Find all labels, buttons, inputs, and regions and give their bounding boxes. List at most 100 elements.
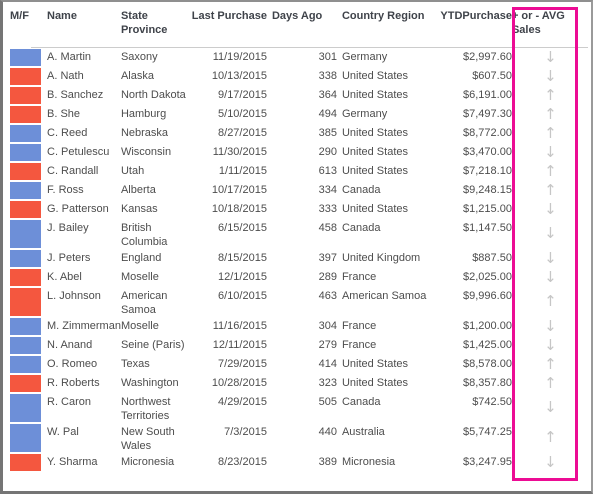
last-purchase-cell: 5/10/2015 [218, 108, 267, 120]
table-row[interactable]: K. Abel Moselle 12/1/2015 289 France $2,025.0… [7, 268, 589, 287]
ytd-purchase-cell: $9,248.15 [463, 184, 512, 196]
avg-sales-cell: ↑ [512, 181, 589, 200]
red-gender-bar [10, 68, 41, 85]
trend-down-arrow-icon: ↓ [544, 248, 557, 267]
avg-sales-cell: ↓ [512, 336, 589, 355]
col-header-country-region[interactable]: Country Region [341, 10, 425, 22]
mf-cell [7, 355, 47, 374]
table-body: A. Martin Saxony 11/19/2015 301 Germany $2,99… [7, 48, 589, 472]
avg-sales-cell: ↓ [512, 143, 589, 162]
blue-gender-bar [10, 337, 41, 354]
table-row[interactable]: L. Johnson American Samoa 6/10/2015 463 Amer… [7, 287, 589, 317]
header-divider [31, 47, 588, 48]
trend-down-arrow-icon: ↓ [544, 452, 557, 471]
last-purchase-cell: 12/1/2015 [218, 271, 267, 283]
country-region-cell: Canada [341, 222, 381, 234]
table-row[interactable]: A. Nath Alaska 10/13/2015 338 United States $… [7, 67, 589, 86]
data-table: M/F Name State Province Last Purchase Da… [7, 2, 589, 472]
col-header-ytd-purchase[interactable]: YTDPurchase [440, 10, 512, 22]
col-header-mf[interactable]: M/F [10, 10, 29, 22]
ytd-purchase-cell: $9,996.60 [463, 290, 512, 302]
red-gender-bar [10, 375, 41, 392]
trend-down-arrow-icon: ↓ [544, 142, 557, 161]
table-row[interactable]: R. Roberts Washington 10/28/2015 323 United … [7, 374, 589, 393]
table-row[interactable]: C. Reed Nebraska 8/27/2015 385 United States… [7, 124, 589, 143]
avg-sales-cell: ↓ [512, 48, 589, 67]
country-region-cell: United States [341, 89, 408, 101]
trend-up-arrow-icon: ↑ [544, 354, 557, 373]
trend-down-arrow-icon: ↓ [544, 267, 557, 286]
red-gender-bar [10, 288, 41, 316]
mf-cell [7, 268, 47, 287]
country-region-cell: American Samoa [341, 290, 427, 302]
avg-sales-cell: ↓ [512, 317, 589, 336]
days-ago-cell: 289 [318, 271, 337, 283]
last-purchase-cell: 8/15/2015 [218, 252, 267, 264]
table-row[interactable]: N. Anand Seine (Paris) 12/11/2015 279 France… [7, 336, 589, 355]
table-row[interactable]: A. Martin Saxony 11/19/2015 301 Germany $2,99… [7, 48, 589, 67]
red-gender-bar [10, 454, 41, 471]
country-region-cell: Germany [341, 108, 388, 120]
table-row[interactable]: B. Sanchez North Dakota 9/17/2015 364 United… [7, 86, 589, 105]
col-header-name[interactable]: Name [47, 10, 77, 22]
days-ago-cell: 364 [318, 89, 337, 101]
header-row: M/F Name State Province Last Purchase Da… [7, 2, 589, 48]
trend-down-arrow-icon: ↓ [544, 47, 557, 66]
last-purchase-cell: 1/11/2015 [218, 165, 267, 177]
avg-sales-cell: ↑ [512, 374, 589, 393]
ytd-purchase-cell: $1,200.00 [463, 320, 512, 332]
col-header-days-ago[interactable]: Days Ago [271, 10, 323, 22]
avg-sales-cell: ↓ [512, 67, 589, 86]
avg-sales-cell: ↑ [512, 124, 589, 143]
trend-up-arrow-icon: ↑ [544, 123, 557, 142]
days-ago-cell: 333 [318, 203, 337, 215]
trend-down-arrow-icon: ↓ [544, 224, 557, 242]
ytd-purchase-cell: $2,025.00 [463, 271, 512, 283]
country-region-cell: France [341, 320, 377, 332]
days-ago-cell: 414 [318, 358, 337, 370]
ytd-purchase-cell: $3,470.00 [463, 146, 512, 158]
trend-up-arrow-icon: ↑ [544, 180, 557, 199]
state-province-cell: Alaska [120, 70, 154, 82]
table-row[interactable]: W. Pal New South Wales 7/3/2015 440 Australi… [7, 423, 589, 453]
state-province-cell: Northwest Territories [120, 396, 171, 422]
days-ago-cell: 279 [318, 339, 337, 351]
table-row[interactable]: J. Bailey British Columbia 6/15/2015 458 Can… [7, 219, 589, 249]
table-row[interactable]: M. Zimmerman Moselle 11/16/2015 304 France $1… [7, 317, 589, 336]
ytd-purchase-cell: $7,218.10 [463, 165, 512, 177]
col-header-avg-sales[interactable]: + or - AVG Sales [511, 10, 565, 36]
blue-gender-bar [10, 144, 41, 161]
blue-gender-bar [10, 394, 41, 422]
days-ago-cell: 385 [318, 127, 337, 139]
table-row[interactable]: G. Patterson Kansas 10/18/2015 333 United St… [7, 200, 589, 219]
col-header-last-purchase[interactable]: Last Purchase [191, 10, 267, 22]
table-row[interactable]: Y. Sharma Micronesia 8/23/2015 389 Micronesi… [7, 453, 589, 472]
country-region-cell: United States [341, 146, 408, 158]
table-row[interactable]: O. Romeo Texas 7/29/2015 414 United States $8… [7, 355, 589, 374]
ytd-purchase-cell: $8,357.80 [463, 377, 512, 389]
name-cell: B. Sanchez [47, 89, 104, 101]
mf-cell [7, 86, 47, 105]
blue-gender-bar [10, 182, 41, 199]
avg-sales-cell: ↑ [512, 287, 589, 317]
days-ago-cell: 290 [318, 146, 337, 158]
col-header-state-province[interactable]: State Province [120, 10, 168, 36]
table-row[interactable]: C. Petulescu Wisconsin 11/30/2015 290 United… [7, 143, 589, 162]
last-purchase-cell: 11/19/2015 [212, 51, 267, 63]
blue-gender-bar [10, 424, 41, 452]
table-row[interactable]: J. Peters England 8/15/2015 397 United Kingd… [7, 249, 589, 268]
table-row[interactable]: B. She Hamburg 5/10/2015 494 Germany $7,497.3… [7, 105, 589, 124]
mf-cell [7, 287, 47, 317]
mf-cell [7, 200, 47, 219]
name-cell: C. Randall [47, 165, 99, 177]
table-row[interactable]: F. Ross Alberta 10/17/2015 334 Canada $9,248.… [7, 181, 589, 200]
last-purchase-cell: 7/3/2015 [224, 426, 267, 438]
table-row[interactable]: R. Caron Northwest Territories 4/29/2015 50… [7, 393, 589, 423]
red-gender-bar [10, 106, 41, 123]
days-ago-cell: 304 [318, 320, 337, 332]
table-row[interactable]: C. Randall Utah 1/11/2015 613 United States $… [7, 162, 589, 181]
days-ago-cell: 458 [318, 222, 337, 234]
name-cell: W. Pal [47, 426, 79, 438]
state-province-cell: Micronesia [120, 456, 175, 468]
days-ago-cell: 440 [318, 426, 337, 438]
